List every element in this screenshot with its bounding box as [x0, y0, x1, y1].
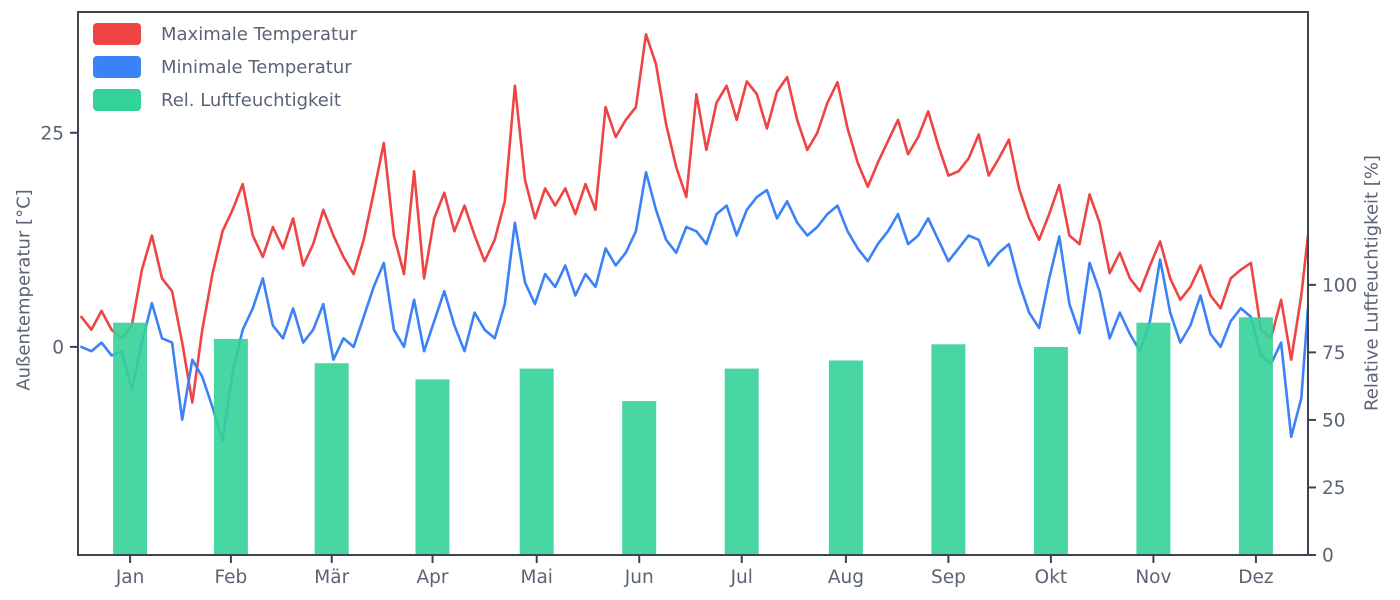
humidity-bar-feb — [213, 338, 248, 555]
x-tick-label-okt: Okt — [1035, 567, 1068, 588]
x-tick-label-feb: Feb — [215, 567, 248, 588]
right-tick-label-100: 100 — [1322, 275, 1357, 296]
tick-marks — [70, 131, 1316, 563]
min-temp-line — [80, 170, 1308, 443]
x-tick-label-nov: Nov — [1135, 567, 1171, 588]
max-temp-label: Maximale Temperatur — [161, 23, 357, 45]
legend: Maximale Temperatur Minimale Temperatur … — [93, 23, 357, 111]
humidity-bar-nov — [1136, 322, 1171, 555]
min-temp-label: Minimale Temperatur — [161, 56, 352, 78]
min-temp-swatch — [93, 56, 141, 78]
x-tick-label-jan: Jan — [115, 567, 145, 588]
humidity-bar-jul — [724, 368, 759, 555]
left-axis-title: Außentemperatur [°C] — [13, 189, 35, 391]
humidity-bar-jun — [622, 401, 657, 555]
humidity-swatch — [93, 89, 141, 111]
humidity-bar-jan — [113, 322, 148, 555]
x-tick-label-jun: Jun — [624, 567, 654, 588]
humidity-bar-sep — [931, 344, 966, 555]
humidity-bar-mär — [314, 363, 349, 555]
left-tick-label-0: 0 — [52, 337, 64, 358]
humidity-bar-okt — [1033, 347, 1068, 555]
legend-item-humidity: Rel. Luftfeuchtigkeit — [93, 89, 357, 111]
humidity-bar-aug — [828, 360, 863, 555]
legend-item-max-temp: Maximale Temperatur — [93, 23, 357, 45]
right-tick-label-50: 50 — [1322, 410, 1346, 431]
x-tick-label-mai: Mai — [521, 567, 553, 588]
x-tick-label-dez: Dez — [1238, 567, 1273, 588]
x-tick-label-mär: Mär — [314, 567, 349, 588]
x-tick-label-aug: Aug — [828, 567, 864, 588]
right-tick-label-75: 75 — [1322, 343, 1346, 364]
humidity-bar-dez — [1238, 317, 1273, 555]
x-tick-label-apr: Apr — [417, 567, 449, 588]
x-tick-label-sep: Sep — [931, 567, 966, 588]
humidity-bar-apr — [415, 379, 450, 555]
x-tick-label-jul: Jul — [730, 567, 753, 588]
humidity-label: Rel. Luftfeuchtigkeit — [161, 89, 341, 111]
right-tick-label-25: 25 — [1322, 478, 1346, 499]
right-tick-label-0: 0 — [1322, 546, 1334, 567]
plot-border — [77, 11, 1309, 556]
max-temp-swatch — [93, 23, 141, 45]
legend-item-min-temp: Minimale Temperatur — [93, 56, 357, 78]
max-temp-line — [80, 32, 1308, 404]
left-tick-label-25: 25 — [40, 123, 64, 144]
humidity-bar-mai — [519, 368, 554, 555]
right-axis-title: Relative Luftfeuchtigkeit [%] — [1361, 155, 1383, 411]
